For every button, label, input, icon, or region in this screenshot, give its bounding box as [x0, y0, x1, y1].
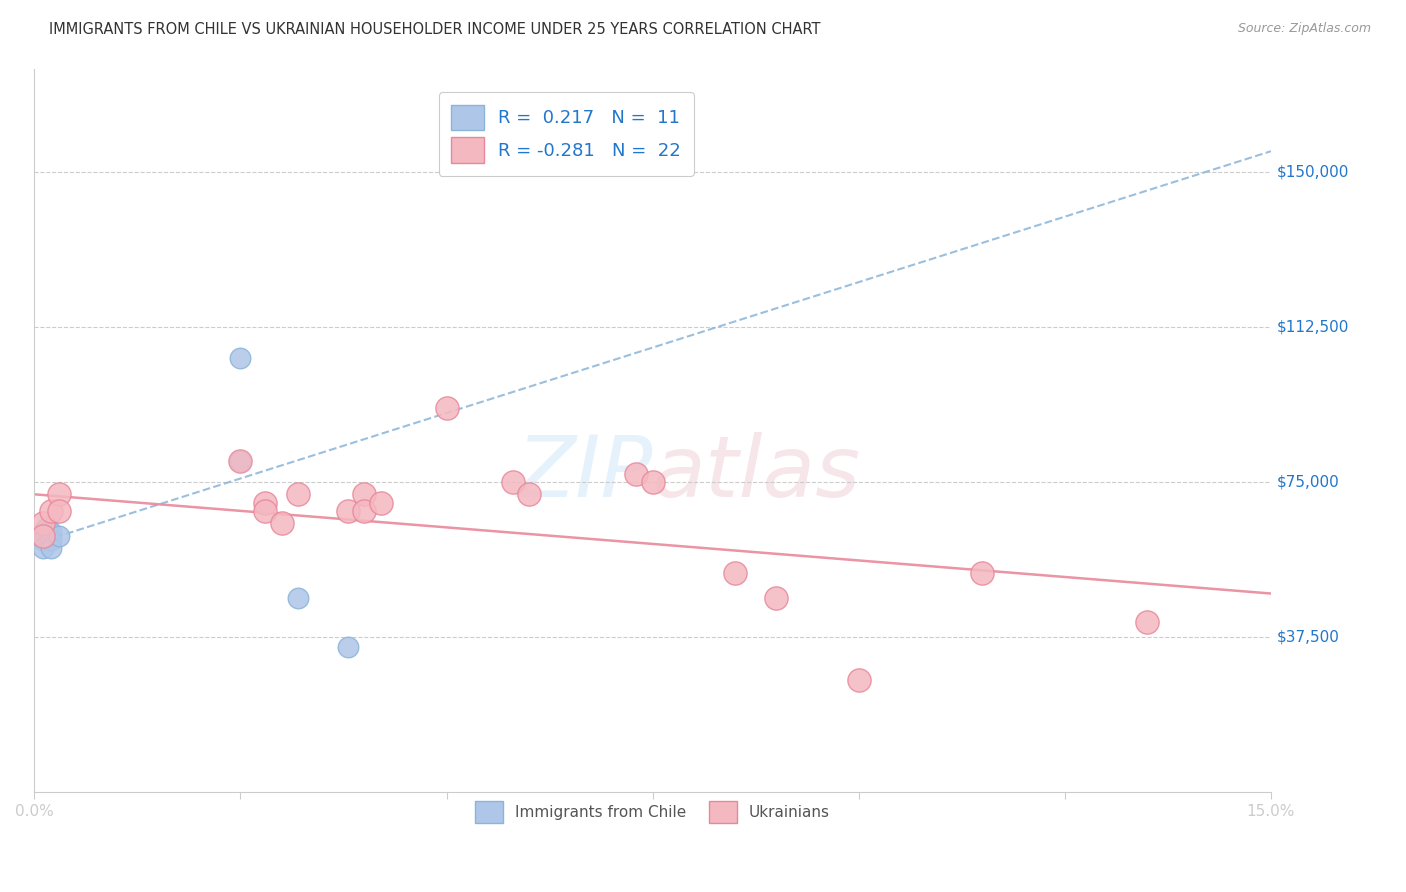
Point [1136, 615, 1159, 630]
Text: Source: ZipAtlas.com: Source: ZipAtlas.com [1237, 22, 1371, 36]
Point [229, 454, 252, 468]
Point [31, 524, 53, 539]
Point [724, 566, 747, 580]
Point [270, 516, 292, 531]
Point [848, 673, 870, 688]
Point [35, 520, 58, 534]
Point [39, 504, 62, 518]
Point [287, 487, 309, 501]
Point [39, 533, 62, 547]
Point [31, 529, 53, 543]
Point [229, 351, 252, 365]
Text: $37,500: $37,500 [1277, 630, 1340, 644]
Point [502, 475, 524, 489]
Point [517, 487, 540, 501]
Point [254, 504, 277, 518]
Point [39, 541, 62, 555]
Point [48, 529, 70, 543]
Point [31, 516, 53, 531]
Text: IMMIGRANTS FROM CHILE VS UKRAINIAN HOUSEHOLDER INCOME UNDER 25 YEARS CORRELATION: IMMIGRANTS FROM CHILE VS UKRAINIAN HOUSE… [49, 22, 821, 37]
Point [229, 454, 252, 468]
Point [624, 467, 647, 481]
Point [336, 504, 359, 518]
Point [641, 475, 664, 489]
Point [48, 504, 70, 518]
Text: $112,500: $112,500 [1277, 319, 1350, 334]
Point [972, 566, 994, 580]
Point [353, 504, 375, 518]
Point [765, 591, 787, 605]
Text: ZIP: ZIP [516, 432, 652, 516]
Text: $150,000: $150,000 [1277, 164, 1350, 179]
Point [31, 533, 53, 547]
Point [353, 487, 375, 501]
Text: $75,000: $75,000 [1277, 475, 1340, 490]
Point [370, 495, 392, 509]
Legend: Immigrants from Chile, Ukrainians: Immigrants from Chile, Ukrainians [463, 789, 842, 835]
Point [48, 487, 70, 501]
Point [254, 495, 277, 509]
Text: atlas: atlas [652, 432, 860, 516]
Point [39, 524, 62, 539]
Point [31, 541, 53, 555]
Point [436, 401, 458, 415]
Point [336, 640, 359, 655]
Point [287, 591, 309, 605]
